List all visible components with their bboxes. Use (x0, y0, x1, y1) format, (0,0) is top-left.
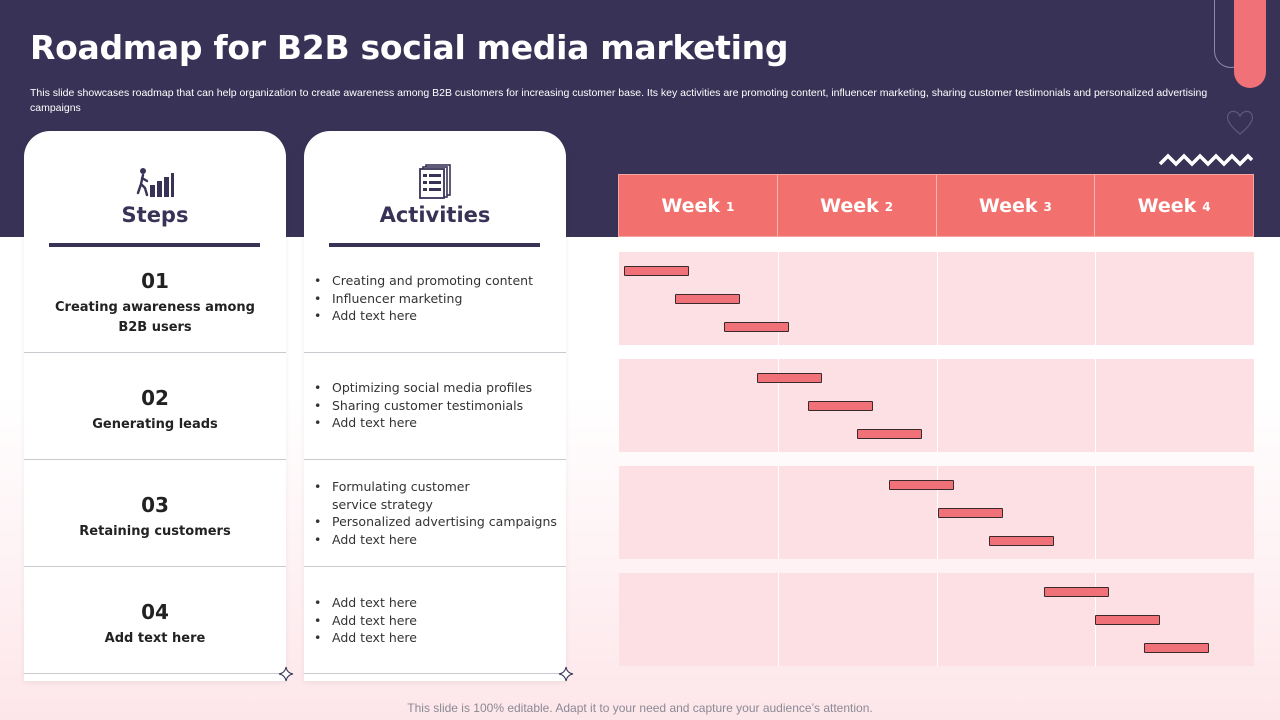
gantt-task-bar[interactable] (889, 480, 954, 490)
activity-item: Creating and promoting content (314, 272, 562, 290)
activity-list: Add text here Add text here Add text her… (314, 594, 562, 647)
activity-row-2: Optimizing social media profiles Sharing… (304, 353, 566, 460)
step-number: 01 (141, 269, 169, 293)
gantt-grid-line (1095, 252, 1096, 345)
gantt-grid-line (937, 252, 938, 345)
gantt-week-header: Week 1 Week 2 Week 3 Week 4 (618, 174, 1254, 237)
activity-item: Add text here (314, 414, 562, 432)
gantt-grid-line (937, 466, 938, 559)
zigzag-decoration (1158, 153, 1254, 167)
gantt-task-bar[interactable] (724, 322, 789, 332)
gantt-task-bar[interactable] (989, 536, 1054, 546)
week-header-1: Week 1 (619, 175, 778, 236)
checklist-icon (419, 164, 451, 199)
activity-item: Add text here (314, 594, 562, 612)
sparkle-icon (558, 666, 574, 682)
gantt-task-bar[interactable] (1044, 587, 1109, 597)
steps-column: Steps 01 Creating awareness among B2B us… (24, 131, 286, 681)
gantt-task-bar[interactable] (757, 373, 822, 383)
activity-item: Formulating customer service strategy (314, 478, 512, 513)
gantt-row-3 (619, 466, 1254, 559)
week-header-4: Week 4 (1137, 194, 1211, 217)
gantt-grid-line (778, 359, 779, 452)
activity-list: Formulating customer service strategy Pe… (314, 478, 557, 549)
decorative-pill-shape (1234, 0, 1266, 88)
step-label: Generating leads (92, 417, 218, 432)
page-subtitle: This slide showcases roadmap that can he… (30, 87, 1208, 114)
step-row-4: 04 Add text here (24, 567, 286, 674)
steps-heading: Steps (121, 203, 189, 227)
activity-list: Creating and promoting content Influence… (314, 272, 562, 325)
activity-item: Add text here (314, 531, 512, 549)
step-label: Creating awareness among B2B users (55, 300, 255, 335)
gantt-grid-line (778, 252, 779, 345)
gantt-task-bar[interactable] (857, 429, 922, 439)
gantt-task-bar[interactable] (675, 294, 740, 304)
steps-growth-icon (136, 168, 174, 197)
steps-heading-rule (49, 243, 260, 247)
gantt-grid-line (1095, 466, 1096, 559)
gantt-row-2 (619, 359, 1254, 452)
activity-item: Add text here (314, 307, 562, 325)
gantt-task-bar[interactable] (624, 266, 689, 276)
gantt-grid-line (1095, 359, 1096, 452)
activity-row-4: Add text here Add text here Add text her… (304, 567, 566, 674)
step-number: 03 (141, 493, 169, 517)
page-title: Roadmap for B2B social media marketing (30, 28, 789, 67)
activity-item: Sharing customer testimonials (314, 397, 562, 415)
week-header-3: Week 3 (937, 175, 1096, 236)
gantt-task-bar[interactable] (808, 401, 873, 411)
activities-heading-rule (329, 243, 540, 247)
activity-row-3: Formulating customer service strategy Pe… (304, 460, 566, 567)
heart-outline-icon (1226, 110, 1254, 135)
gantt-grid-line (778, 466, 779, 559)
activity-item: Add text here (314, 612, 562, 630)
week-header-2: Week 2 (778, 175, 937, 236)
step-number: 02 (141, 386, 169, 410)
activity-row-1: Creating and promoting content Influence… (304, 247, 566, 353)
step-label: Add text here (104, 631, 206, 646)
step-row-1: 01 Creating awareness among B2B users (24, 247, 286, 353)
gantt-row-4 (619, 573, 1254, 666)
activity-item: Personalized advertising campaigns (314, 513, 562, 531)
gantt-grid-line (778, 573, 779, 666)
gantt-grid-line (937, 359, 938, 452)
activity-list: Optimizing social media profiles Sharing… (314, 379, 562, 432)
activity-item: Optimizing social media profiles (314, 379, 562, 397)
footer-note: This slide is 100% editable. Adapt it to… (407, 701, 873, 715)
step-row-2: 02 Generating leads (24, 353, 286, 460)
step-row-3: 03 Retaining customers (24, 460, 286, 567)
gantt-grid-line (937, 573, 938, 666)
gantt-task-bar[interactable] (1144, 643, 1209, 653)
activity-item: Influencer marketing (314, 290, 562, 308)
gantt-task-bar[interactable] (938, 508, 1003, 518)
gantt-task-bar[interactable] (1095, 615, 1160, 625)
step-number: 04 (141, 600, 169, 624)
gantt-row-1 (619, 252, 1254, 345)
activities-column: Activities Creating and promoting conten… (304, 131, 566, 681)
activity-item: Add text here (314, 629, 562, 647)
activities-heading: Activities (379, 203, 491, 227)
step-label: Retaining customers (79, 524, 231, 539)
sparkle-icon (278, 666, 294, 682)
